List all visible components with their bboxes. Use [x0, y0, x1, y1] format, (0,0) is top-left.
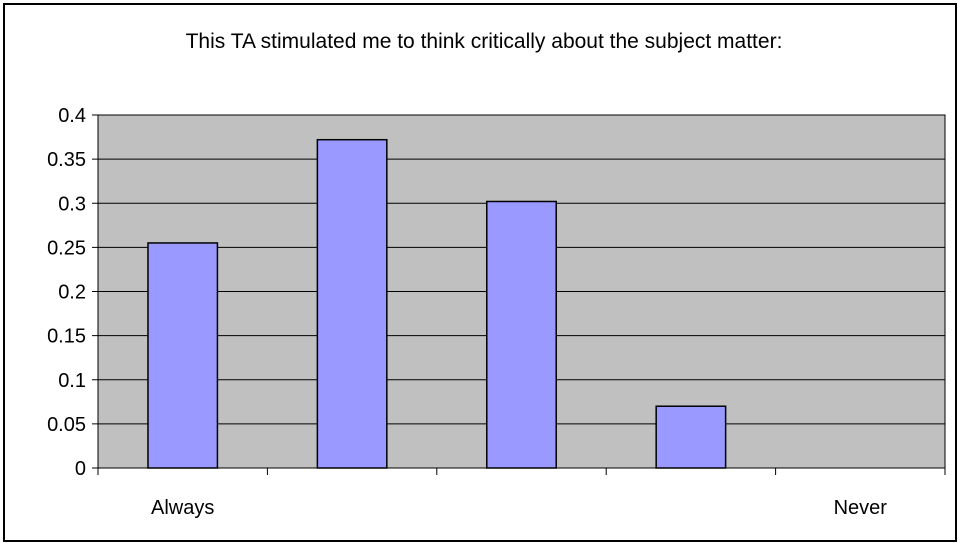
bar	[486, 200, 557, 469]
y-tick-label: 0.15	[47, 326, 86, 348]
y-tick-label: 0.25	[47, 237, 86, 259]
y-tick-label: 0.2	[58, 282, 86, 304]
y-axis-ticks: 0 0.05 0.1 0.15 0.2 0.25 0.3 0.35 0.4	[47, 105, 98, 480]
y-tick-label: 0.35	[47, 149, 86, 171]
bar	[655, 405, 727, 469]
y-tick-label: 0.3	[58, 193, 86, 215]
y-tick-label: 0	[75, 458, 86, 480]
bars	[147, 138, 727, 469]
y-tick-label: 0.4	[58, 105, 86, 127]
bar	[316, 138, 388, 469]
x-category-label: Never	[834, 497, 888, 519]
x-category-label: Always	[151, 497, 214, 519]
y-tick-label: 0.1	[58, 370, 86, 392]
y-tick-label: 0.05	[47, 414, 86, 436]
chart-title: This TA stimulated me to think criticall…	[186, 30, 783, 53]
x-axis-ticks: Always Never	[97, 468, 946, 519]
bar	[147, 242, 219, 469]
